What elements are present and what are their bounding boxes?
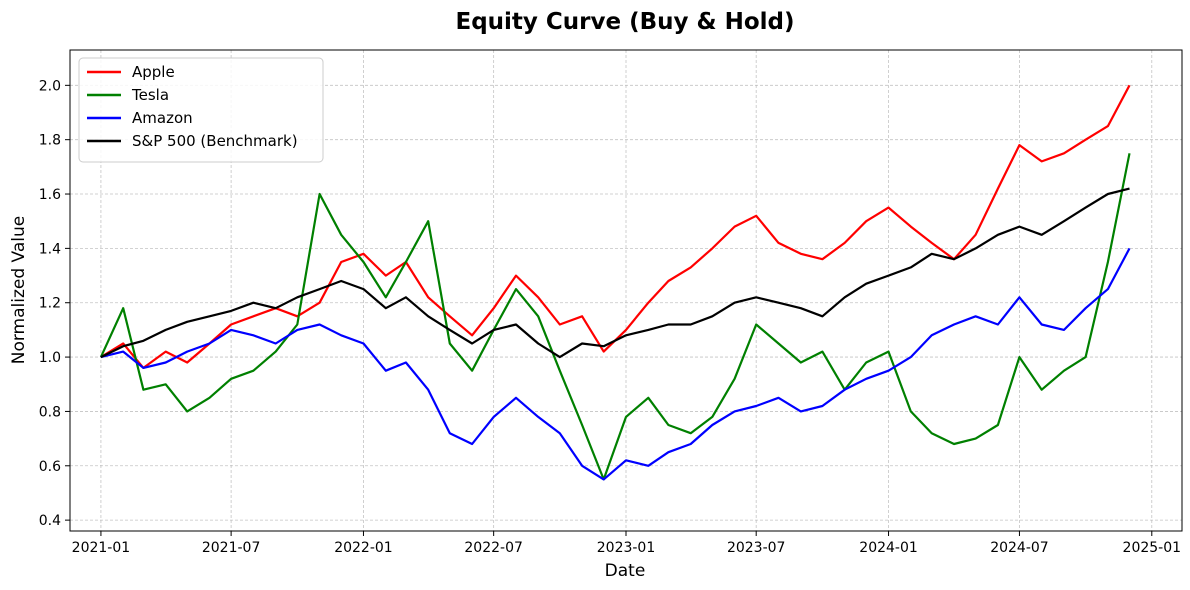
series-line-2 bbox=[100, 247, 1131, 481]
y-axis-label: Normalized Value bbox=[9, 216, 29, 365]
series-line-1 bbox=[99, 153, 1131, 481]
legend-label-2: Amazon bbox=[132, 109, 193, 127]
grid bbox=[70, 50, 1182, 531]
y-axis: 0.4 0.6 0.8 1.0 1.2 1.4 1.6 1.8 2.0 bbox=[39, 78, 70, 529]
y-tick-label: 1.0 bbox=[39, 350, 61, 366]
legend-box bbox=[78, 57, 324, 163]
x-tick-label: 2023-07 bbox=[727, 540, 786, 556]
y-tick-label: 1.8 bbox=[39, 133, 61, 149]
y-tick-label: 2.0 bbox=[39, 78, 61, 94]
x-tick-label: 2025-01 bbox=[1123, 540, 1182, 556]
x-tick-label: 2024-01 bbox=[859, 540, 918, 556]
x-axis: 2021-01 2021-07 2022-01 2022-07 2023-01 2023-… bbox=[72, 531, 1181, 556]
x-tick-label: 2022-07 bbox=[464, 540, 523, 556]
y-tick-label: 1.2 bbox=[39, 296, 61, 312]
legend-label-1: Tesla bbox=[131, 86, 169, 104]
chart-title: Equity Curve (Buy & Hold) bbox=[455, 9, 794, 35]
x-tick-label: 2022-01 bbox=[334, 540, 393, 556]
series-line-3 bbox=[100, 187, 1130, 359]
y-tick-label: 1.4 bbox=[39, 241, 61, 257]
x-tick-label: 2021-01 bbox=[72, 540, 131, 556]
y-tick-label: 0.4 bbox=[39, 513, 61, 529]
x-tick-label: 2024-07 bbox=[990, 540, 1049, 556]
x-tick-label: 2023-01 bbox=[597, 540, 656, 556]
y-tick-label: 1.6 bbox=[39, 187, 61, 203]
legend-label-3: S&P 500 (Benchmark) bbox=[132, 132, 298, 150]
y-tick-label: 0.8 bbox=[39, 404, 61, 420]
x-tick-label: 2021-07 bbox=[202, 540, 261, 556]
y-tick-label: 0.6 bbox=[39, 459, 61, 475]
legend-label-0: Apple bbox=[132, 63, 175, 81]
x-axis-label: Date bbox=[605, 561, 646, 581]
series-layer bbox=[99, 84, 1131, 481]
legend: Apple Tesla Amazon S&P 500 (Benchmark) bbox=[78, 57, 324, 163]
